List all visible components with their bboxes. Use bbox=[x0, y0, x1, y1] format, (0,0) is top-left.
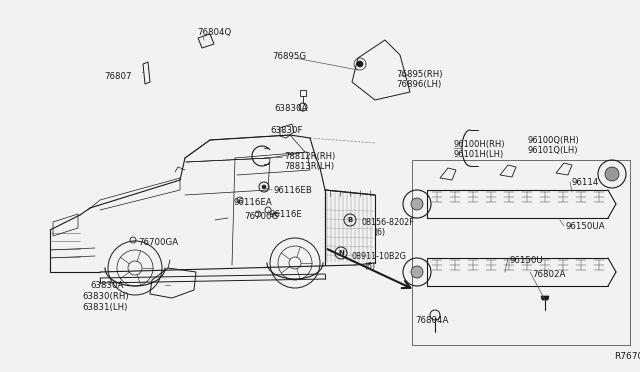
Text: 63830(RH): 63830(RH) bbox=[82, 292, 129, 301]
Text: 76804Q: 76804Q bbox=[197, 28, 231, 37]
Text: 08911-10B2G: 08911-10B2G bbox=[352, 252, 407, 261]
Text: 96100Q(RH): 96100Q(RH) bbox=[528, 136, 580, 145]
Text: 76804A: 76804A bbox=[415, 316, 449, 325]
Text: 96101Q(LH): 96101Q(LH) bbox=[528, 146, 579, 155]
Polygon shape bbox=[541, 296, 549, 300]
Text: 76895(RH): 76895(RH) bbox=[396, 70, 442, 79]
Text: 76700G: 76700G bbox=[244, 212, 278, 221]
Circle shape bbox=[411, 266, 423, 278]
Circle shape bbox=[335, 247, 347, 259]
Text: (6): (6) bbox=[364, 262, 375, 271]
Circle shape bbox=[605, 167, 619, 181]
Text: 76895G: 76895G bbox=[272, 52, 306, 61]
Text: 63830A: 63830A bbox=[90, 281, 124, 290]
Text: 08156-8202F: 08156-8202F bbox=[362, 218, 415, 227]
Circle shape bbox=[357, 61, 363, 67]
Text: 96116EA: 96116EA bbox=[234, 198, 273, 207]
Text: 96101H(LH): 96101H(LH) bbox=[454, 150, 504, 159]
Text: 76807: 76807 bbox=[104, 72, 131, 81]
Circle shape bbox=[411, 198, 423, 210]
Text: 96114: 96114 bbox=[572, 178, 600, 187]
Text: 96150UA: 96150UA bbox=[566, 222, 605, 231]
Text: 96100H(RH): 96100H(RH) bbox=[454, 140, 506, 149]
Text: 63831(LH): 63831(LH) bbox=[82, 303, 127, 312]
Text: 96116E: 96116E bbox=[270, 210, 303, 219]
Text: 78812R(RH): 78812R(RH) bbox=[284, 152, 335, 161]
Text: B: B bbox=[348, 217, 353, 223]
Circle shape bbox=[344, 214, 356, 226]
Text: (6): (6) bbox=[374, 228, 385, 237]
Circle shape bbox=[262, 185, 266, 189]
Text: R767002D: R767002D bbox=[614, 352, 640, 361]
Text: 96150U: 96150U bbox=[510, 256, 544, 265]
Text: 76802A: 76802A bbox=[532, 270, 565, 279]
Text: 76700GA: 76700GA bbox=[138, 238, 178, 247]
Text: 96116EB: 96116EB bbox=[274, 186, 313, 195]
Text: N: N bbox=[338, 250, 344, 256]
Text: 78813R(LH): 78813R(LH) bbox=[284, 162, 334, 171]
Text: 63830A: 63830A bbox=[274, 104, 307, 113]
Text: 76896(LH): 76896(LH) bbox=[396, 80, 441, 89]
Text: 63830F: 63830F bbox=[270, 126, 303, 135]
